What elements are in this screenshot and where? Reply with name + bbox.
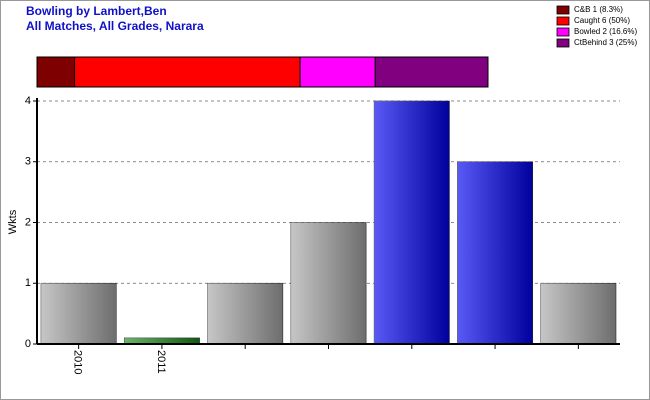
legend-label: CtBehind 3 (25%) [574, 38, 637, 47]
x-tick-label: 2011 [155, 350, 167, 374]
proportion-segment [374, 56, 489, 88]
y-tick-label: 0 [25, 338, 31, 350]
bar-shade [540, 283, 616, 344]
proportion-segment [299, 56, 376, 88]
bar-shade [290, 222, 367, 344]
legend-label: C&B 1 (8.3%) [574, 5, 623, 14]
bar-shade [207, 283, 283, 344]
legend-swatch [556, 16, 570, 26]
y-axis-label: Wkts [7, 209, 19, 234]
bar-shade [374, 101, 450, 344]
y-tick-label: 4 [25, 95, 31, 107]
y-tick-label: 2 [25, 216, 31, 228]
bar-shade [41, 283, 117, 344]
legend-swatch [556, 27, 570, 37]
y-tick-label: 1 [25, 277, 31, 289]
y-tick-label: 3 [25, 156, 31, 168]
legend-label: Bowled 2 (16.6%) [574, 27, 637, 36]
bar-shade [124, 337, 200, 344]
chart-subtitle: All Matches, All Grades, Narara [26, 19, 204, 33]
bar-shade [457, 161, 533, 344]
x-tick-label: 2010 [72, 350, 84, 374]
proportion-segment [36, 56, 76, 88]
proportion-segment [74, 56, 301, 88]
chart-title: Bowling by Lambert,Ben [26, 4, 167, 18]
legend-swatch [556, 38, 570, 48]
legend-swatch [556, 5, 570, 15]
legend-label: Caught 6 (50%) [574, 16, 630, 25]
